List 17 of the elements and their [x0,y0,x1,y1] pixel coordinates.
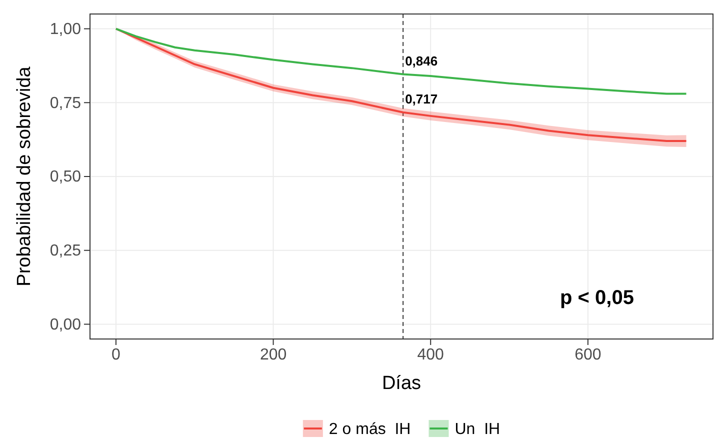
y-tick-label: 0,50 [50,168,82,186]
x-tick-label: 600 [574,346,602,364]
x-tick-label: 400 [417,346,444,364]
x-tick-label: 0 [112,346,121,364]
y-tick-label: 0,75 [50,94,82,112]
x-tick-label: 200 [260,346,287,364]
y-tick-label: 1,00 [50,20,82,38]
y-tick-label: 0,00 [50,316,82,334]
annotation: 0,717 [405,91,438,106]
line-series [114,28,688,95]
annotation: 0,846 [405,53,438,68]
y-axis-title: Probabilidad de sobrevida [14,66,35,286]
y-tick-label: 0,25 [50,242,82,260]
legend-label: 2 o más IH [328,421,411,438]
x-axis-title: Días [382,373,422,394]
legend-label: Un IH [454,421,500,438]
annotation: p < 0,05 [560,287,634,309]
